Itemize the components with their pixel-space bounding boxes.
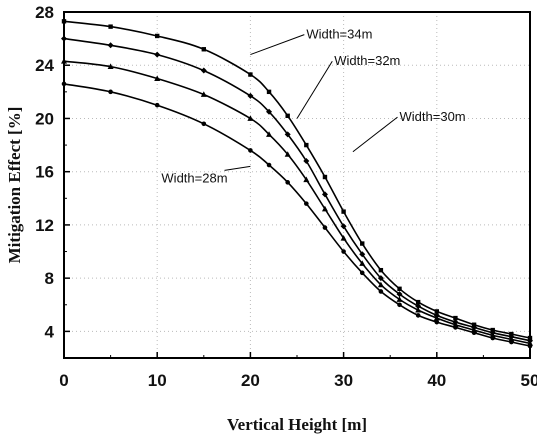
data-point — [285, 113, 290, 118]
x-tick-label: 0 — [59, 371, 68, 390]
data-point — [154, 75, 161, 81]
data-point — [378, 289, 384, 294]
series-0 — [61, 19, 533, 341]
data-point — [303, 176, 310, 183]
data-point — [304, 201, 309, 206]
data-point — [284, 131, 291, 138]
y-tick-label: 24 — [35, 56, 54, 75]
series-line — [63, 60, 531, 345]
data-point — [200, 91, 207, 97]
data-point — [396, 296, 403, 302]
data-point — [155, 33, 160, 39]
data-point — [266, 162, 272, 168]
data-point — [340, 235, 347, 241]
y-tick-label: 8 — [45, 269, 54, 288]
x-axis-title: Vertical Height [m] — [227, 415, 367, 434]
data-point — [321, 191, 328, 198]
data-point — [340, 223, 347, 230]
grid-lines — [64, 12, 530, 358]
data-point — [396, 291, 403, 298]
data-point — [200, 67, 207, 74]
annotation-leader — [352, 116, 398, 153]
data-point — [471, 330, 477, 336]
data-point — [248, 148, 253, 153]
data-point — [434, 309, 439, 314]
plot-frame — [63, 11, 531, 359]
data-point — [397, 302, 402, 308]
ticks-group: 0 10 20 30 40 50 4 8 12 16 20 24 28 — [35, 3, 537, 390]
data-point — [509, 339, 514, 345]
series-2 — [61, 58, 533, 346]
data-point — [304, 142, 309, 148]
data-point — [107, 63, 114, 69]
y-axis-title: Mitigation Effect [%] — [5, 107, 24, 264]
data-point — [433, 314, 440, 321]
annotation-leader — [250, 34, 305, 56]
data-point — [341, 209, 346, 214]
data-point — [285, 180, 290, 185]
data-point — [154, 51, 161, 58]
series-line — [63, 20, 531, 339]
x-tick-label: 40 — [427, 371, 446, 390]
data-point — [360, 241, 365, 246]
y-tick-label: 12 — [35, 216, 54, 235]
data-point — [415, 303, 422, 310]
data-point — [247, 92, 254, 99]
data-point — [378, 267, 384, 273]
data-point — [415, 306, 422, 313]
data-point — [490, 335, 496, 341]
annotation-label: Width=32m — [334, 53, 400, 68]
annotation-leader — [224, 165, 251, 171]
series-3 — [61, 81, 533, 349]
data-point — [322, 225, 328, 230]
data-point — [266, 89, 272, 95]
data-point — [322, 174, 328, 180]
data-point — [107, 42, 114, 49]
data-point — [453, 315, 458, 321]
annotation-label: Width=34m — [306, 27, 372, 42]
x-tick-label: 10 — [148, 371, 167, 390]
y-tick-label: 28 — [35, 3, 54, 22]
data-point — [359, 270, 365, 276]
annotation-leader — [296, 60, 333, 119]
annotations-group: Width=34m Width=32m Width=30m Width=28m — [161, 27, 465, 186]
annotation-label: Width=30m — [400, 109, 466, 124]
series-group — [61, 19, 533, 349]
data-point — [303, 158, 310, 165]
data-point — [266, 131, 273, 137]
x-tick-label: 20 — [241, 371, 260, 390]
data-point — [248, 72, 253, 77]
series-line — [63, 37, 531, 342]
x-tick-label: 30 — [334, 371, 353, 390]
data-point — [321, 205, 328, 212]
data-point — [415, 313, 421, 318]
data-point — [359, 260, 366, 266]
data-point — [201, 121, 207, 127]
data-point — [377, 275, 384, 282]
data-point — [434, 319, 440, 325]
y-tick-label: 16 — [35, 163, 54, 182]
x-tick-label: 50 — [521, 371, 537, 390]
data-point — [377, 281, 384, 288]
data-point — [247, 115, 254, 121]
data-point — [108, 89, 113, 95]
y-tick-label: 4 — [45, 322, 55, 341]
data-point — [415, 299, 421, 305]
data-point — [201, 47, 206, 52]
data-point — [266, 108, 273, 115]
annotation-label: Width=28m — [161, 170, 227, 185]
data-point — [397, 286, 402, 291]
y-tick-label: 20 — [35, 109, 54, 128]
data-point — [108, 24, 113, 29]
series-1 — [61, 35, 533, 344]
data-point — [453, 325, 458, 330]
data-point — [154, 102, 160, 108]
data-point — [359, 251, 366, 258]
data-point — [284, 151, 291, 157]
data-point — [341, 249, 346, 254]
